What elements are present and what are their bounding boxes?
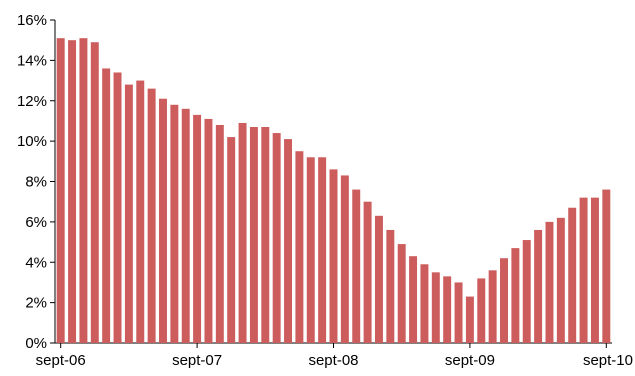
bar-dec-06 <box>90 42 99 344</box>
bar-oct-06 <box>68 40 77 343</box>
x-tick-label: sept-06 <box>36 352 86 369</box>
y-tick-label: 12% <box>17 93 47 110</box>
bar-nov-07 <box>215 124 224 343</box>
x-tick-label: sept-09 <box>445 352 495 369</box>
bar-jun-09 <box>431 272 440 343</box>
bar-may-08 <box>284 139 293 343</box>
y-tick-label: 14% <box>17 52 47 69</box>
bar-jul-08 <box>306 157 315 343</box>
bar-may-09 <box>420 264 429 343</box>
bar-oct-07 <box>204 118 213 343</box>
bar-feb-09 <box>386 229 395 343</box>
y-tick-label: 2% <box>25 295 47 312</box>
bar-apr-10 <box>545 221 554 343</box>
bar-oct-09 <box>477 278 486 343</box>
bar-feb-08 <box>249 126 258 344</box>
bar-dec-07 <box>227 137 236 343</box>
bar-nov-09 <box>488 270 497 343</box>
bar-apr-09 <box>409 256 418 343</box>
bar-jan-10 <box>511 248 520 343</box>
bar-jun-08 <box>295 151 304 343</box>
bar-mar-07 <box>124 84 133 343</box>
bar-dec-08 <box>363 201 372 343</box>
bar-jan-08 <box>238 122 247 343</box>
bar-aug-09 <box>454 282 463 343</box>
bar-jan-07 <box>102 68 111 343</box>
bar-nov-06 <box>79 38 88 343</box>
bar-aug-07 <box>181 108 190 343</box>
y-axis: 0% 2% 4% 6% 8% 10% 12% 14% 16% <box>17 12 56 352</box>
bar-sept-10 <box>602 189 611 343</box>
bar-mar-09 <box>397 244 406 343</box>
y-tick-label: 6% <box>25 214 47 231</box>
y-tick-label: 8% <box>25 174 47 191</box>
bar-aug-10 <box>590 197 599 343</box>
bar-oct-08 <box>340 175 349 343</box>
bars <box>56 38 611 344</box>
bar-apr-08 <box>272 133 281 343</box>
bar-sept-09 <box>465 296 474 343</box>
y-tick-label: 16% <box>17 12 47 29</box>
bar-jun-10 <box>568 207 577 343</box>
bar-jul-10 <box>579 197 588 343</box>
x-tick-label: sept-10 <box>583 352 633 369</box>
bar-jul-07 <box>170 104 179 343</box>
bar-may-07 <box>147 88 156 343</box>
bar-aug-08 <box>318 157 327 343</box>
bar-dec-09 <box>500 258 508 343</box>
bar-sept-06 <box>56 38 65 343</box>
bar-mar-10 <box>534 229 543 343</box>
bar-feb-10 <box>522 240 531 343</box>
x-axis: sept-06 sept-07 sept-08 sept-09 sept-10 <box>36 342 633 369</box>
y-tick-label: 0% <box>25 335 47 352</box>
bar-feb-07 <box>113 72 122 344</box>
x-tick-label: sept-07 <box>172 352 222 369</box>
bar-jun-07 <box>159 98 167 343</box>
bar-nov-08 <box>352 189 361 343</box>
bar-jan-09 <box>374 215 383 343</box>
bar-sept-07 <box>193 114 202 343</box>
y-tick-label: 10% <box>17 133 47 150</box>
bar-sept-08 <box>329 169 338 343</box>
bar-jul-09 <box>443 276 452 343</box>
y-tick-label: 4% <box>25 254 47 271</box>
x-tick-label: sept-08 <box>308 352 358 369</box>
bar-may-10 <box>556 217 565 343</box>
bar-mar-08 <box>261 126 270 344</box>
bar-apr-07 <box>136 80 145 343</box>
